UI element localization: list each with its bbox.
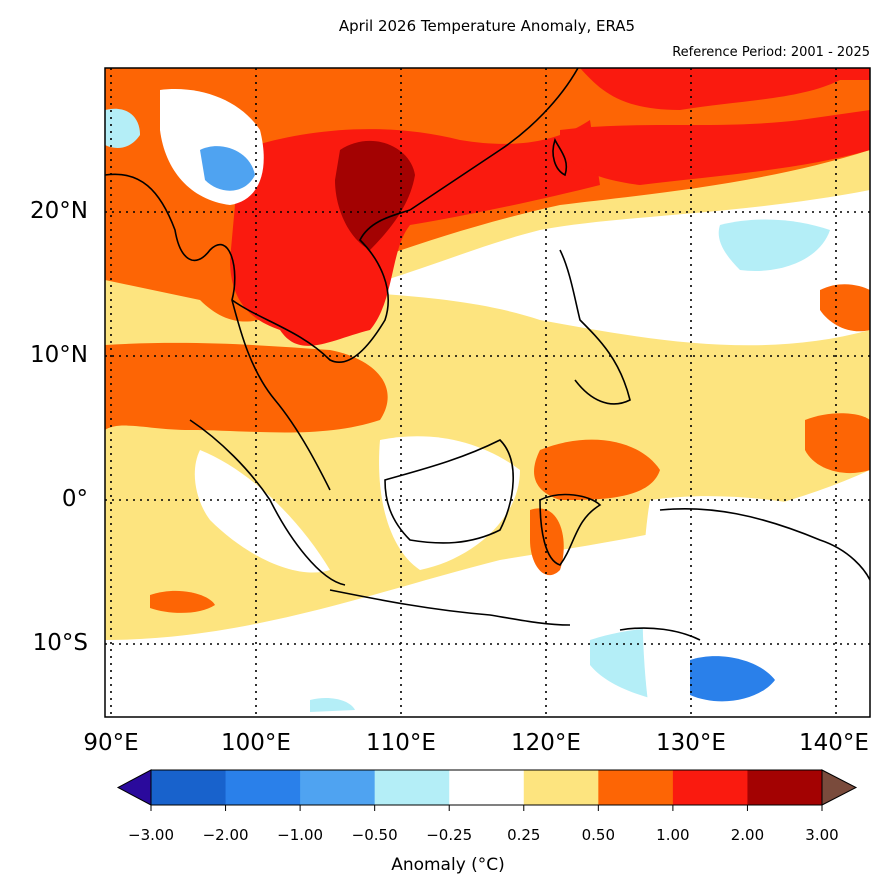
map-frame (104, 67, 871, 718)
colorbar-tick-label: 2.00 (730, 826, 765, 844)
lon-label-90e: 90°E (83, 730, 139, 756)
colorbar-tick-label: 3.00 (805, 826, 839, 844)
colorbar-tick-label: −0.50 (351, 826, 398, 844)
colorbar (116, 769, 858, 811)
colorbar-segment (151, 770, 227, 805)
coastlines (105, 68, 870, 641)
colorbar-tick-label: 1.00 (656, 826, 690, 844)
colorbar-segment (672, 770, 748, 805)
lat-label-0: 0° (61, 486, 88, 512)
gridlines (105, 68, 870, 717)
colorbar-tick-label: −0.25 (426, 826, 473, 844)
lat-label-10s: 10°S (32, 630, 88, 656)
colorbar-over-arrow (821, 769, 858, 806)
lon-label-140e: 140°E (799, 730, 869, 756)
colorbar-segment (449, 770, 525, 805)
map-title: April 2026 Temperature Anomaly, ERA5 (338, 17, 636, 35)
colorbar-tick-label: −2.00 (202, 826, 249, 844)
colorbar-tick-label: −1.00 (277, 826, 324, 844)
anomaly-field (105, 68, 870, 717)
colorbar-label: Anomaly (°C) (391, 855, 505, 875)
lat-label-10n: 10°N (30, 342, 88, 368)
reference-period: Reference Period: 2001 - 2025 (672, 45, 870, 60)
colorbar-border (150, 769, 823, 806)
colorbar-segment (225, 770, 301, 805)
colorbar-segment (598, 770, 674, 805)
lon-label-110e: 110°E (366, 730, 436, 756)
colorbar-under-arrow (116, 769, 152, 806)
colorbar-segment (300, 770, 376, 805)
lon-label-100e: 100°E (221, 730, 291, 756)
colorbar-tick-label: 0.25 (507, 826, 541, 844)
colorbar-segment (523, 770, 599, 805)
colorbar-tick-label: −3.00 (128, 826, 174, 844)
colorbar-tick-label: 0.50 (581, 826, 616, 844)
lat-label-20n: 20°N (30, 198, 88, 224)
colorbar-segment (374, 770, 450, 805)
lon-label-130e: 130°E (656, 730, 726, 756)
colorbar-segment (747, 770, 823, 805)
lon-label-120e: 120°E (511, 730, 581, 756)
